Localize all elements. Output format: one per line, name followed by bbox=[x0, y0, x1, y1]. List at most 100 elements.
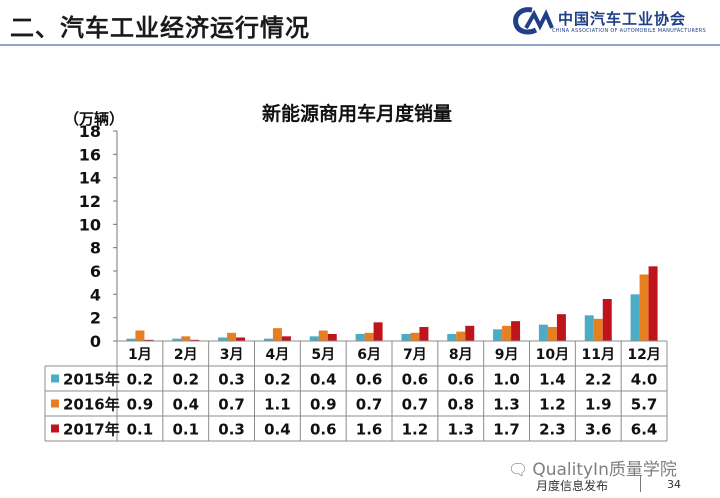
page-title: 二、汽车工业经济运行情况 bbox=[10, 14, 310, 42]
data-label: 0.6 bbox=[310, 421, 337, 439]
y-tick-label: 16 bbox=[79, 145, 101, 164]
footer-label: 月度信息发布 bbox=[536, 479, 609, 493]
data-label: 6.4 bbox=[631, 421, 658, 439]
y-tick-label: 2 bbox=[90, 309, 101, 328]
bar-2-11 bbox=[593, 318, 603, 341]
page-number: 34 bbox=[667, 478, 681, 491]
data-label: 1.6 bbox=[356, 421, 383, 439]
legend-label: 2016年 bbox=[63, 396, 120, 414]
bar-3-6 bbox=[373, 322, 383, 341]
data-label: 4.0 bbox=[631, 371, 658, 389]
data-label: 0.6 bbox=[447, 371, 474, 389]
bar-3-2 bbox=[190, 339, 200, 341]
bar-2-10 bbox=[547, 327, 557, 341]
bar-3-12 bbox=[648, 266, 658, 341]
x-tick-label: 10月 bbox=[536, 347, 569, 363]
y-tick-label: 12 bbox=[79, 192, 101, 211]
y-tick-label: 14 bbox=[79, 169, 101, 188]
data-label: 0.7 bbox=[218, 396, 245, 414]
bar-1-6 bbox=[355, 334, 365, 341]
data-label: 1.3 bbox=[447, 421, 474, 439]
bar-1-3 bbox=[218, 337, 228, 341]
data-label: 0.2 bbox=[172, 371, 199, 389]
data-label: 0.1 bbox=[127, 421, 154, 439]
x-tick-label: 2月 bbox=[174, 347, 198, 363]
x-tick-label: 3月 bbox=[220, 347, 244, 363]
data-label: 1.9 bbox=[585, 396, 612, 414]
bar-2-3 bbox=[227, 332, 237, 341]
y-tick-label: 18 bbox=[79, 122, 101, 141]
legend-swatch-3 bbox=[51, 424, 59, 433]
data-label: 0.4 bbox=[264, 421, 291, 439]
data-label: 0.6 bbox=[356, 371, 383, 389]
y-axis-label: （万辆） bbox=[64, 110, 124, 128]
chart-title: 新能源商用车月度销量 bbox=[262, 102, 452, 125]
bar-3-1 bbox=[144, 339, 154, 341]
bar-3-9 bbox=[511, 321, 521, 341]
bar-2-6 bbox=[364, 332, 374, 341]
caam-logo: 中国汽车工业协会 CHINA ASSOCIATION OF AUTOMOBILE… bbox=[512, 6, 712, 40]
data-label: 0.7 bbox=[402, 396, 429, 414]
header-divider bbox=[0, 44, 720, 46]
bar-3-5 bbox=[327, 334, 337, 341]
y-tick-label: 6 bbox=[90, 262, 101, 281]
bar-3-3 bbox=[236, 337, 246, 341]
legend-swatch-2 bbox=[51, 399, 59, 408]
footer-separator bbox=[640, 476, 641, 492]
logo-name: 中国汽车工业协会 bbox=[558, 10, 687, 28]
bar-2-4 bbox=[272, 328, 282, 341]
wechat-icon: 🗨 bbox=[508, 460, 529, 479]
legend-swatch-1 bbox=[51, 374, 59, 383]
data-label: 2.2 bbox=[585, 371, 612, 389]
bar-1-8 bbox=[447, 334, 457, 341]
bar-1-12 bbox=[630, 294, 640, 341]
y-tick-label: 0 bbox=[90, 332, 101, 351]
bar-2-1 bbox=[135, 330, 145, 341]
data-label: 1.3 bbox=[493, 396, 520, 414]
data-label: 2.3 bbox=[539, 421, 566, 439]
legend-label: 2017年 bbox=[63, 421, 120, 439]
bar-1-2 bbox=[172, 338, 182, 341]
bar-3-8 bbox=[465, 325, 475, 341]
bar-1-5 bbox=[309, 336, 319, 341]
bar-1-4 bbox=[263, 338, 273, 341]
data-label: 0.3 bbox=[218, 421, 245, 439]
bar-3-7 bbox=[419, 327, 429, 341]
data-label: 0.4 bbox=[172, 396, 199, 414]
data-label: 0.2 bbox=[127, 371, 154, 389]
data-label: 0.6 bbox=[402, 371, 429, 389]
logo-subtitle: CHINA ASSOCIATION OF AUTOMOBILE MANUFACT… bbox=[552, 28, 706, 34]
x-tick-label: 7月 bbox=[403, 347, 427, 363]
bar-2-12 bbox=[639, 274, 649, 341]
x-tick-label: 8月 bbox=[449, 347, 473, 363]
bar-1-9 bbox=[493, 329, 503, 341]
bar-1-11 bbox=[584, 315, 594, 341]
x-tick-label: 6月 bbox=[357, 347, 381, 363]
bar-2-8 bbox=[456, 331, 466, 341]
bar-3-11 bbox=[602, 299, 612, 341]
data-label: 3.6 bbox=[585, 421, 612, 439]
data-label: 0.8 bbox=[447, 396, 474, 414]
x-tick-label: 4月 bbox=[266, 347, 290, 363]
bar-2-9 bbox=[502, 325, 512, 341]
x-tick-label: 12月 bbox=[627, 347, 660, 363]
bar-3-4 bbox=[281, 336, 291, 341]
bar-2-7 bbox=[410, 332, 420, 341]
watermark-text: QualityIn质量学院 bbox=[532, 460, 677, 480]
data-label: 0.3 bbox=[218, 371, 245, 389]
data-label: 1.2 bbox=[402, 421, 429, 439]
bar-3-10 bbox=[556, 314, 566, 341]
data-label: 0.1 bbox=[172, 421, 199, 439]
data-label: 0.2 bbox=[264, 371, 291, 389]
bar-1-1 bbox=[126, 338, 136, 341]
watermark: 🗨 QualityIn质量学院 bbox=[508, 455, 677, 480]
data-label: 0.9 bbox=[127, 396, 154, 414]
y-tick-label: 10 bbox=[79, 215, 101, 234]
bar-1-10 bbox=[538, 324, 548, 341]
data-label: 0.9 bbox=[310, 396, 337, 414]
caam-logo-icon bbox=[513, 7, 554, 35]
data-label: 0.4 bbox=[310, 371, 337, 389]
x-tick-label: 9月 bbox=[495, 347, 519, 363]
data-label: 1.7 bbox=[493, 421, 520, 439]
